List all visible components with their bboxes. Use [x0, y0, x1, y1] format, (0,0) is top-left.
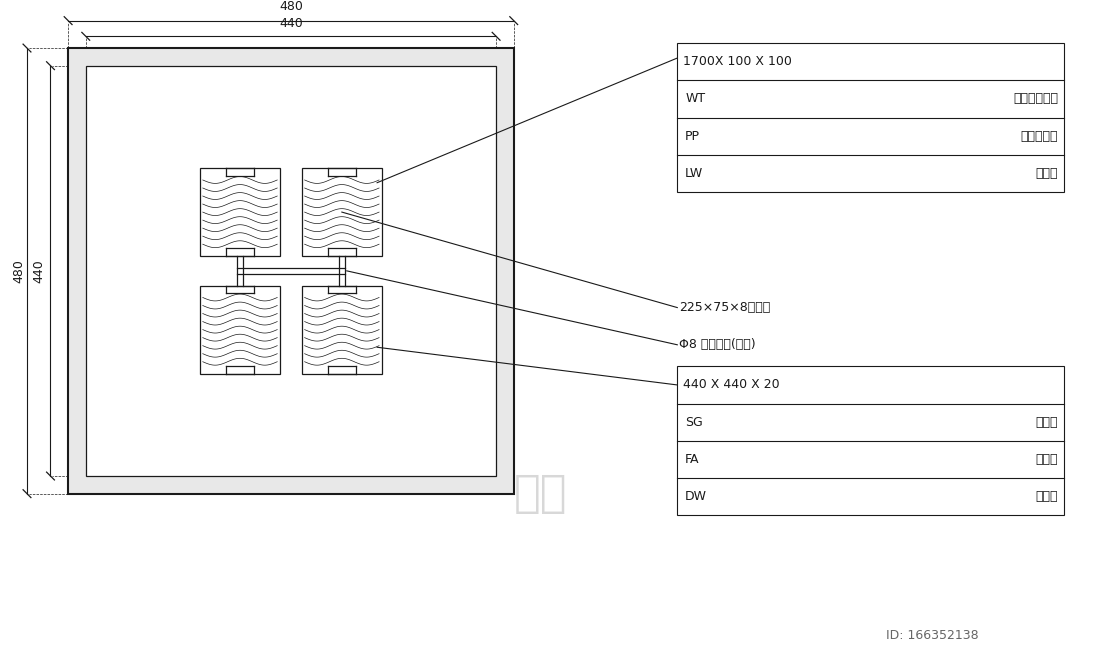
Text: WT: WT: [686, 93, 705, 105]
Text: 440: 440: [33, 259, 46, 283]
Text: LW: LW: [686, 167, 703, 180]
Text: DW: DW: [686, 490, 708, 503]
Text: 440 X 440 X 20: 440 X 440 X 20: [683, 378, 780, 392]
Bar: [200, 168, 280, 256]
Text: 花岗岩: 花岗岩: [1036, 416, 1059, 429]
Text: 480: 480: [13, 259, 25, 283]
Text: PP: PP: [686, 129, 700, 143]
Text: 涂料完成面: 涂料完成面: [1020, 129, 1059, 143]
Text: 知乎: 知乎: [513, 472, 567, 515]
Bar: [86, 65, 496, 476]
Bar: [677, 366, 1064, 515]
Text: 480: 480: [279, 0, 303, 13]
Text: 225×75×8方鈢管: 225×75×8方鈢管: [679, 301, 770, 314]
Text: 1700X 100 X 100: 1700X 100 X 100: [683, 55, 792, 68]
Text: ID: 166352138: ID: 166352138: [885, 629, 979, 642]
Text: 火烧面: 火烧面: [1036, 453, 1059, 466]
Text: Φ8 螺拴固定(双排): Φ8 螺拴固定(双排): [679, 338, 756, 352]
Bar: [200, 285, 280, 374]
Text: SG: SG: [686, 416, 703, 429]
Bar: [302, 285, 382, 374]
Bar: [302, 168, 382, 256]
Text: 深棕色: 深棕色: [1036, 490, 1059, 503]
Bar: [677, 43, 1064, 192]
Text: 天然防腑硬木: 天然防腑硬木: [1014, 93, 1059, 105]
Bar: [68, 48, 513, 494]
Text: 浅棕色: 浅棕色: [1036, 167, 1059, 180]
Text: 440: 440: [279, 17, 303, 31]
Text: FA: FA: [686, 453, 700, 466]
